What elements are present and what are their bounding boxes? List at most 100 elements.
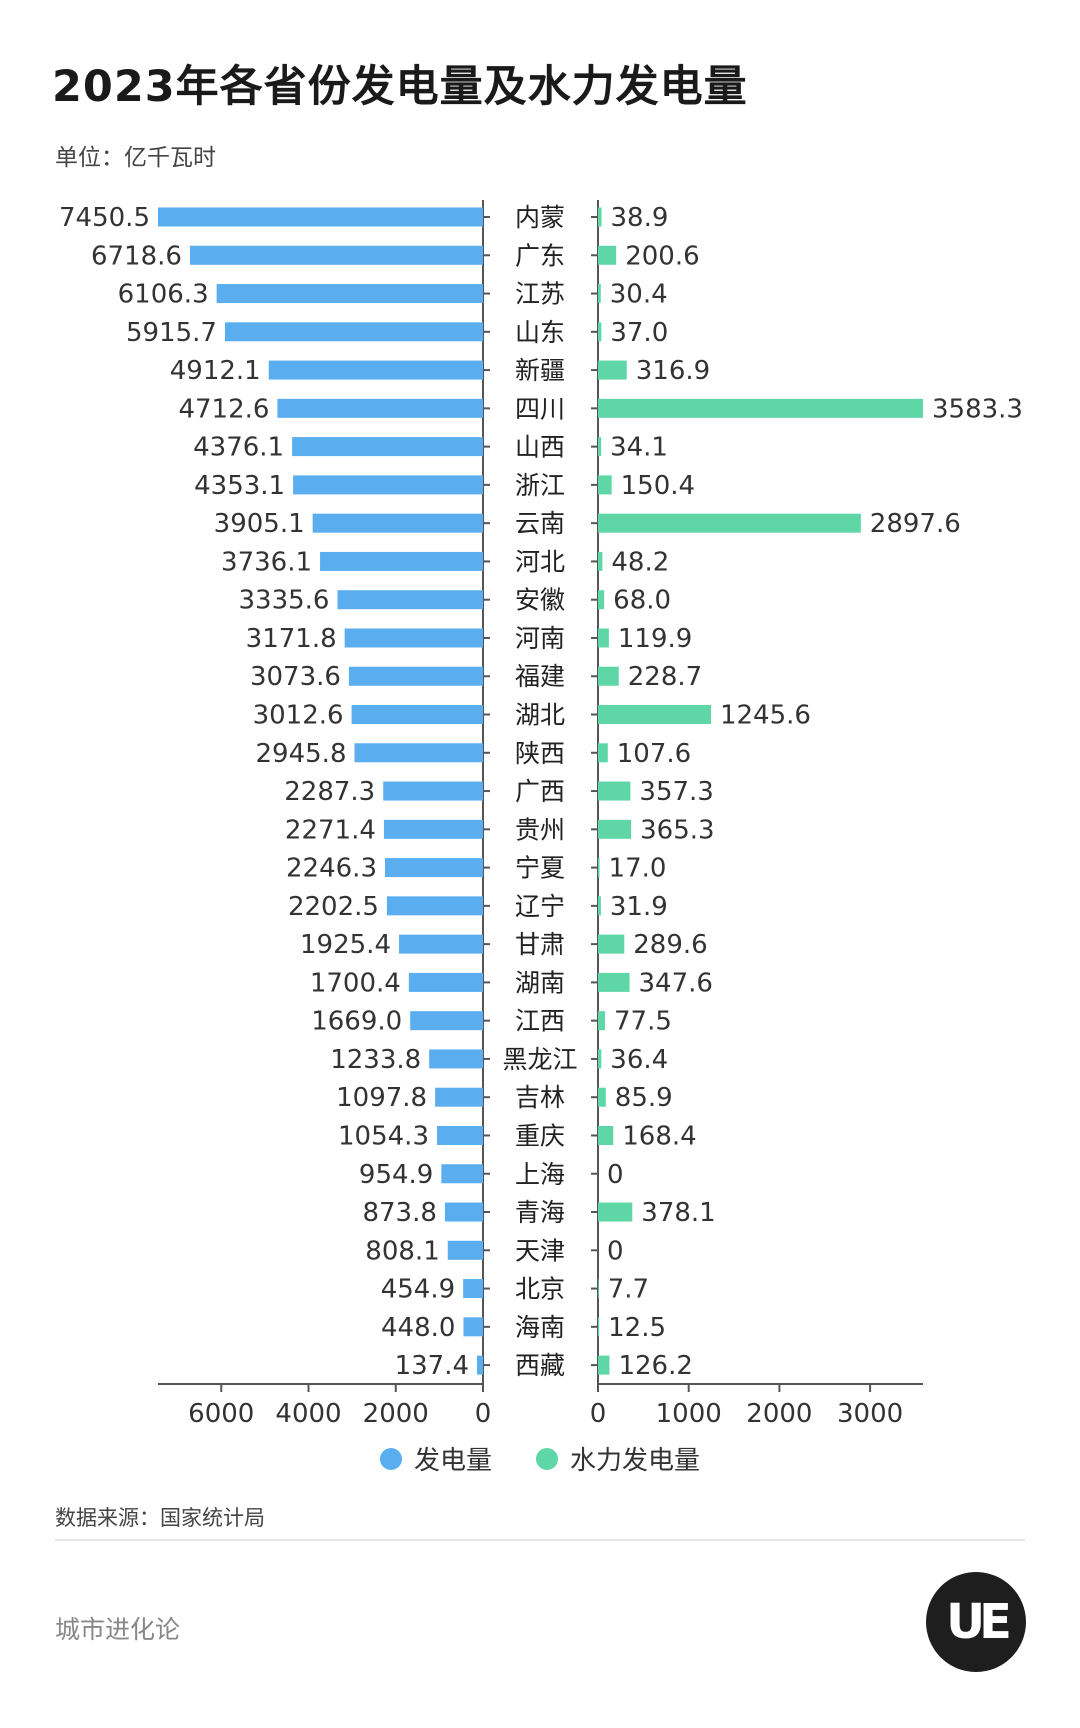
hydro-value-label: 31.9	[610, 892, 668, 922]
power-value-label: 3171.8	[246, 624, 337, 654]
hydro-value-label: 200.6	[625, 241, 699, 271]
right-axis-tick-label: 0	[590, 1399, 607, 1429]
hydro-value-label: 150.4	[621, 471, 695, 501]
left-axis-tick-label: 4000	[275, 1399, 341, 1429]
power-value-label: 808.1	[365, 1236, 439, 1266]
hydro-bar	[598, 628, 609, 648]
hydro-bar	[598, 322, 602, 342]
hydro-bar	[598, 1087, 606, 1107]
power-value-label: 2202.5	[288, 892, 379, 922]
province-label: 四川	[515, 394, 565, 423]
province-label: 新疆	[515, 356, 565, 385]
hydro-value-label: 85.9	[615, 1083, 673, 1113]
hydro-value-label: 365.3	[640, 815, 714, 845]
chart-title: 2023年各省份发电量及水力发电量	[52, 62, 748, 112]
power-bar	[410, 1011, 483, 1031]
province-label: 山西	[515, 433, 565, 462]
province-label: 陕西	[515, 739, 565, 768]
hydro-value-label: 12.5	[608, 1313, 666, 1343]
power-bar	[435, 1087, 483, 1107]
province-label: 天津	[515, 1236, 565, 1265]
hydro-bar	[598, 590, 605, 610]
power-bar	[224, 322, 483, 342]
power-value-label: 7450.5	[59, 203, 150, 233]
left-axis-tick-label: 0	[475, 1399, 492, 1429]
hydro-value-label: 7.7	[608, 1275, 649, 1305]
power-bar	[268, 360, 483, 380]
power-bar	[348, 666, 483, 686]
hydro-value-label: 378.1	[641, 1198, 715, 1228]
power-value-label: 137.4	[395, 1351, 469, 1381]
hydro-value-label: 126.2	[618, 1351, 692, 1381]
province-label: 甘肃	[515, 930, 565, 959]
power-value-label: 3073.6	[250, 662, 341, 692]
power-value-label: 4912.1	[170, 356, 261, 386]
hydro-bar	[598, 1011, 606, 1031]
power-value-label: 3335.6	[239, 586, 330, 616]
hydro-bar	[598, 513, 861, 533]
power-value-label: 2246.3	[286, 854, 377, 884]
hydro-value-label: 347.6	[639, 968, 713, 998]
power-value-label: 4376.1	[193, 433, 284, 463]
hydro-bar	[598, 934, 625, 954]
power-value-label: 4353.1	[194, 471, 285, 501]
hydro-bar	[598, 858, 600, 878]
province-label: 青海	[515, 1198, 565, 1227]
hydro-bar	[598, 896, 601, 916]
left-axis-tick-label: 6000	[188, 1399, 254, 1429]
province-label: 宁夏	[515, 854, 565, 883]
power-bar	[463, 1317, 483, 1337]
brand-name: 城市进化论	[55, 1615, 181, 1644]
hydro-value-label: 119.9	[618, 624, 692, 654]
power-value-label: 6106.3	[118, 280, 209, 310]
hydro-bar	[598, 437, 602, 457]
hydro-value-label: 3583.3	[932, 394, 1023, 424]
province-label: 安徽	[515, 586, 565, 615]
power-value-label: 5915.7	[126, 318, 217, 348]
hydro-value-label: 36.4	[610, 1045, 668, 1075]
hydro-value-label: 38.9	[611, 203, 669, 233]
hydro-bar	[598, 207, 602, 227]
hydro-value-label: 316.9	[636, 356, 710, 386]
province-label: 重庆	[515, 1121, 565, 1150]
power-bar	[158, 207, 483, 227]
province-label: 浙江	[515, 471, 565, 500]
unit-label: 单位：亿千瓦时	[55, 145, 216, 171]
hydro-value-label: 107.6	[617, 739, 691, 769]
logo-text: UE	[946, 1594, 1012, 1650]
power-bar	[463, 1279, 483, 1299]
power-value-label: 1097.8	[336, 1083, 427, 1113]
province-label: 上海	[515, 1160, 565, 1189]
hydro-value-label: 34.1	[610, 433, 668, 463]
power-value-label: 4712.6	[178, 394, 269, 424]
power-value-label: 448.0	[381, 1313, 455, 1343]
right-axis-tick-label: 2000	[746, 1399, 812, 1429]
province-label: 云南	[515, 509, 565, 538]
power-value-label: 3905.1	[214, 509, 305, 539]
power-bar	[383, 781, 483, 801]
province-label: 西藏	[515, 1351, 565, 1380]
hydro-value-label: 48.2	[611, 547, 669, 577]
province-label: 吉林	[515, 1083, 565, 1112]
province-label: 北京	[515, 1275, 565, 1304]
power-value-label: 2287.3	[284, 777, 375, 807]
hydro-value-label: 2897.6	[870, 509, 961, 539]
province-label: 河南	[515, 624, 565, 653]
power-bar	[293, 475, 483, 495]
province-label: 贵州	[515, 815, 565, 844]
hydro-bar	[598, 1317, 600, 1337]
hydro-bar	[598, 1279, 599, 1299]
hydro-bar	[598, 705, 711, 725]
province-label: 湖南	[515, 968, 565, 997]
legend-item-power: 发电量	[379, 1440, 492, 1477]
hydro-bar	[598, 1355, 610, 1375]
power-value-label: 3012.6	[253, 701, 344, 731]
province-label: 广西	[515, 777, 565, 806]
power-bar	[441, 1164, 483, 1184]
legend-dot-hydro	[536, 1447, 558, 1470]
hydro-bar	[598, 666, 619, 686]
power-bar	[292, 437, 483, 457]
power-bar	[408, 972, 483, 992]
power-bar	[354, 743, 483, 763]
power-value-label: 954.9	[359, 1160, 433, 1190]
